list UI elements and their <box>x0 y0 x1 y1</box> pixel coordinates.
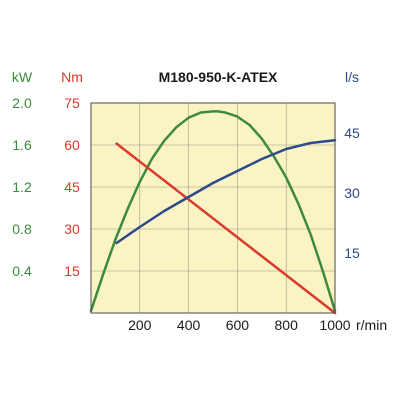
plot-frame <box>90 102 336 314</box>
kw-tick-label: 2.0 <box>12 95 32 111</box>
ls-tick-label: 45 <box>344 125 360 141</box>
ls-tick-label: 30 <box>344 185 360 201</box>
grid-lines <box>91 103 335 313</box>
x-tick-label: 200 <box>128 317 152 333</box>
tick-labels: 0.4 0.8 1.2 1.6 2.0 15 30 45 60 75 15 30 45 200 400 600… <box>12 95 360 333</box>
x-tick-label: 600 <box>226 317 250 333</box>
series-line-ls <box>115 138 337 245</box>
x-tick-label: 400 <box>177 317 201 333</box>
x-axis-unit: r/min <box>356 317 387 333</box>
x-tick-label: 1000 <box>319 317 350 333</box>
series-line-kw <box>89 110 337 313</box>
kw-tick-label: 1.2 <box>12 179 32 195</box>
series-line-nm <box>115 142 337 315</box>
nm-tick-label: 75 <box>64 95 80 111</box>
ls-axis-unit: l/s <box>345 69 359 85</box>
series-layer <box>89 110 337 315</box>
chart-title: M180-950-K-ATEX <box>159 69 278 85</box>
kw-tick-label: 0.8 <box>12 221 32 237</box>
kw-tick-label: 0.4 <box>12 263 32 279</box>
nm-tick-label: 30 <box>64 221 80 237</box>
nm-tick-label: 60 <box>64 137 80 153</box>
kw-axis-unit: kW <box>12 69 33 85</box>
nm-tick-label: 45 <box>64 179 80 195</box>
ls-tick-label: 15 <box>344 245 360 261</box>
nm-tick-label: 15 <box>64 263 80 279</box>
kw-tick-label: 1.6 <box>12 137 32 153</box>
nm-axis-unit: Nm <box>61 69 83 85</box>
x-tick-label: 800 <box>275 317 299 333</box>
plot-area <box>91 103 335 313</box>
